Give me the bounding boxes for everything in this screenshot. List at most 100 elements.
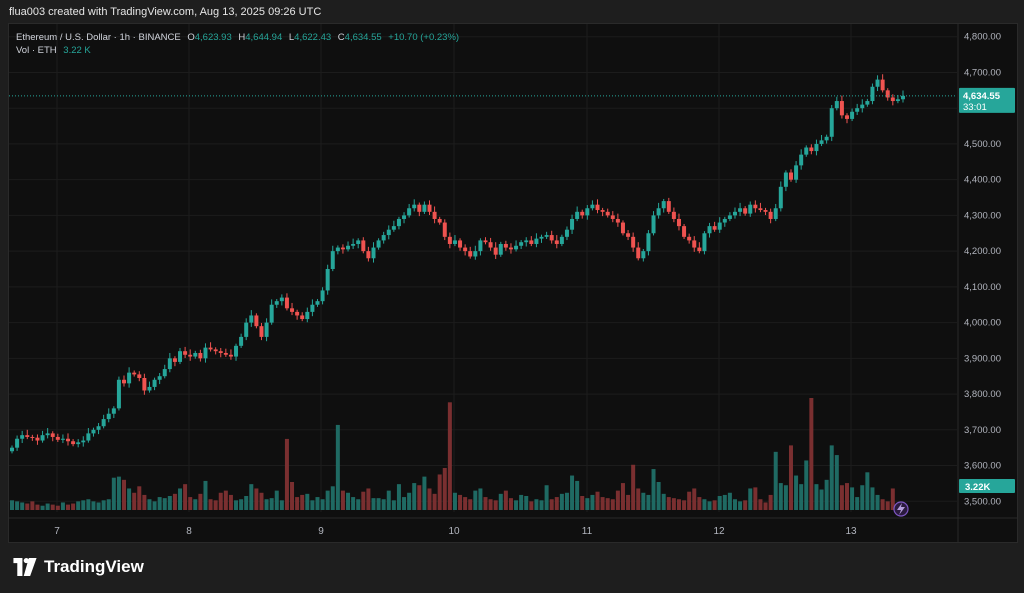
candle-body [559, 236, 564, 244]
candle-body [707, 226, 712, 234]
candle-body [799, 154, 804, 166]
symbol-label[interactable]: Ethereum / U.S. Dollar · 1h · BINANCE [16, 32, 181, 43]
volume-bar [580, 496, 585, 510]
volume-row: Vol · ETH 3.22 K [16, 44, 459, 57]
candle-body [20, 435, 25, 439]
candle-body [844, 115, 849, 119]
volume-bar [254, 488, 259, 510]
volume-bar [626, 494, 631, 510]
candle-body [101, 419, 106, 427]
volume-bar [671, 498, 676, 510]
candle-body [580, 211, 585, 216]
volume-bar [330, 486, 335, 510]
candle-body [651, 215, 656, 234]
volume-label[interactable]: Vol · ETH [16, 45, 57, 56]
candle-body [50, 433, 55, 437]
candle-body [310, 304, 315, 312]
candle-body [290, 308, 295, 312]
candle-body [738, 208, 743, 212]
candle-body [122, 379, 127, 384]
candle-body [814, 143, 819, 152]
candle-body [748, 204, 753, 214]
volume-bar [137, 486, 142, 510]
volume-bar [35, 504, 40, 510]
candle-body [361, 240, 366, 252]
volume-bar [844, 483, 849, 510]
volume-bar [687, 491, 692, 510]
candle-body [549, 235, 554, 241]
candle-body [218, 351, 223, 353]
volume-bar [264, 499, 269, 510]
volume-bar [508, 498, 513, 510]
candle-body [279, 297, 284, 302]
price-chart[interactable]: 4,800.004,700.004,600.004,500.004,400.00… [9, 24, 1017, 542]
price-tick-label: 3,800.00 [964, 389, 1001, 400]
candle-body [132, 372, 137, 375]
volume-bar [188, 497, 193, 510]
candle-body [152, 379, 157, 387]
volume-bar [646, 494, 651, 510]
candle-body [40, 435, 45, 441]
candle-body [402, 215, 407, 219]
candle-body [743, 208, 748, 214]
candle-body [554, 240, 559, 244]
volume-bar [590, 494, 595, 510]
volume-bar [539, 500, 544, 510]
candle-body [585, 208, 590, 216]
volume-bar [661, 493, 666, 510]
candle-body [717, 222, 722, 230]
candle-body [35, 437, 40, 441]
candle-body [656, 208, 661, 216]
chart-panel[interactable]: 4,800.004,700.004,600.004,500.004,400.00… [8, 23, 1018, 543]
candle-body [809, 147, 814, 152]
candle-body [167, 358, 172, 370]
candle-body [442, 222, 447, 237]
volume-bar [468, 499, 473, 510]
tradingview-logo[interactable]: TradingView [12, 557, 144, 577]
volume-bar [875, 494, 880, 510]
chart-legend: Ethereum / U.S. Dollar · 1h · BINANCE O4… [16, 31, 459, 57]
close-value: 4,634.55 [344, 32, 382, 43]
candle-body [295, 311, 300, 316]
volume-bar [427, 488, 432, 510]
candle-body [371, 247, 376, 259]
volume-bar [279, 500, 284, 510]
volume-bar [519, 494, 524, 510]
candle-body [396, 218, 401, 227]
price-tick-label: 4,400.00 [964, 175, 1001, 186]
candle-body [412, 204, 417, 209]
volume-bar [167, 496, 172, 510]
volume-bar [712, 500, 717, 510]
candle-body [682, 226, 687, 237]
candle-body [452, 240, 457, 244]
volume-bar [96, 502, 101, 510]
candle-body [895, 99, 900, 102]
volume-bar [799, 484, 804, 510]
volume-bar [157, 497, 162, 510]
candle-body [137, 374, 142, 378]
candle-body [422, 204, 427, 212]
volume-bar [335, 424, 340, 510]
volume-bar [758, 499, 763, 510]
volume-bar [203, 480, 208, 510]
candle-body [259, 326, 264, 337]
volume-bar [213, 500, 218, 510]
candle-body [193, 352, 198, 357]
candle-body [875, 79, 880, 87]
volume-bar [763, 502, 768, 510]
candle-body [249, 315, 254, 323]
candle-body [493, 247, 498, 255]
candle-body [66, 438, 71, 442]
volume-tag [959, 479, 1015, 493]
volume-bar [315, 497, 320, 510]
candle-body [773, 208, 778, 219]
volume-bar [676, 499, 681, 510]
ohlc-row: Ethereum / U.S. Dollar · 1h · BINANCE O4… [16, 31, 459, 44]
candle-body [478, 240, 483, 252]
low-value: 4,622.43 [294, 32, 332, 43]
candle-body [722, 218, 727, 223]
candle-body [203, 347, 208, 359]
candle-body [783, 172, 788, 187]
candle-body [692, 240, 697, 248]
candle-body [880, 79, 885, 91]
